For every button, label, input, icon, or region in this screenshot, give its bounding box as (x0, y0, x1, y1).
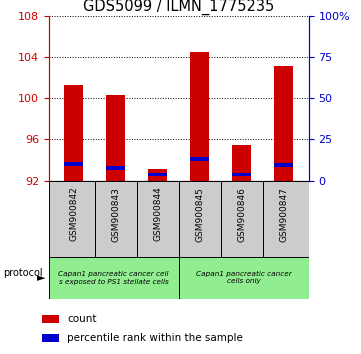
Text: percentile rank within the sample: percentile rank within the sample (68, 333, 243, 343)
Text: GSM900842: GSM900842 (69, 187, 78, 241)
Bar (190, 157, 209, 161)
Bar (106, 95, 125, 181)
Bar (49, 181, 309, 257)
Bar (190, 52, 209, 181)
Bar (274, 66, 293, 181)
Text: ►: ► (37, 273, 46, 283)
Title: GDS5099 / ILMN_1775235: GDS5099 / ILMN_1775235 (83, 0, 274, 15)
Bar (106, 166, 125, 170)
Bar (65, 162, 83, 166)
Text: GSM900847: GSM900847 (279, 187, 288, 241)
Bar (232, 172, 251, 176)
Text: GSM900845: GSM900845 (195, 187, 204, 241)
Bar (232, 144, 251, 181)
Text: Capan1 pancreatic cancer
cells only: Capan1 pancreatic cancer cells only (196, 271, 292, 285)
Text: count: count (68, 314, 97, 324)
Bar (49, 257, 179, 299)
Bar (148, 169, 167, 181)
Bar (42, 315, 60, 323)
Bar (42, 334, 60, 342)
Text: GSM900846: GSM900846 (237, 187, 246, 241)
Text: protocol: protocol (4, 268, 43, 278)
Bar (179, 257, 309, 299)
Bar (274, 163, 293, 167)
Bar (65, 85, 83, 181)
Text: Capan1 pancreatic cancer cell
s exposed to PS1 stellate cells: Capan1 pancreatic cancer cell s exposed … (58, 271, 169, 285)
Bar (148, 172, 167, 176)
Text: GSM900843: GSM900843 (111, 187, 120, 241)
Text: GSM900844: GSM900844 (153, 187, 162, 241)
